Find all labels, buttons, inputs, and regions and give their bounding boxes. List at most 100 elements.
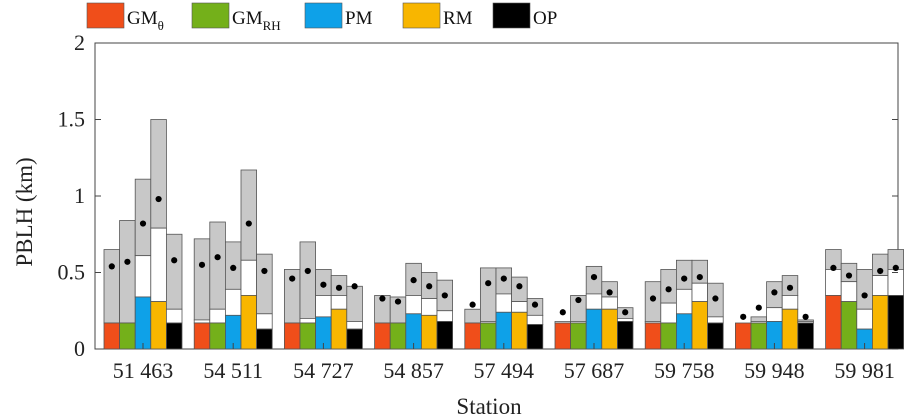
mean-dot [198, 261, 206, 268]
iqr-upper-box [346, 285, 363, 322]
y-tick-label: 2 [74, 30, 85, 55]
iqr-lower-box [299, 317, 317, 324]
mean-dot [426, 283, 433, 290]
mean-dot [771, 289, 778, 296]
bar [750, 322, 768, 350]
legend: GMθ GMRH PM RM OP [86, 2, 557, 33]
iqr-lower-box [240, 259, 258, 296]
iqr-upper-box [464, 308, 481, 324]
bar [570, 322, 587, 350]
y-axis-title: PBLH (km) [12, 157, 37, 266]
iqr-lower-box [150, 227, 167, 302]
iqr-upper-box [103, 249, 121, 324]
mean-dot [755, 304, 762, 311]
legend-subscript: RH [263, 18, 281, 33]
mean-dot [335, 284, 343, 291]
iqr-lower-box [511, 301, 528, 313]
mean-dot [304, 267, 311, 275]
x-tick-label: 59 981 [834, 358, 895, 383]
x-axis: 51 463 54 511 54 727 54 857 57 494 57 687 59 7… [113, 343, 895, 383]
mean-dot [155, 195, 162, 203]
mean-dot [171, 257, 178, 264]
mean-dot [441, 292, 448, 299]
mean-dot [877, 267, 884, 275]
y-tick-label: 1 [74, 183, 85, 208]
iqr-upper-box [299, 241, 317, 319]
x-tick-label: 54 727 [293, 358, 354, 383]
bar [840, 301, 858, 350]
y-axis: 0 0.5 1 1.5 2 [58, 30, 898, 361]
iqr-lower-box [872, 275, 889, 296]
bar [691, 301, 709, 350]
x-tick-label: 59 948 [744, 358, 805, 383]
iqr-lower-box [224, 288, 242, 316]
iqr-upper-box [119, 220, 136, 324]
x-tick-label: 59 758 [654, 358, 715, 383]
mean-dot [802, 313, 809, 320]
legend-swatch [492, 2, 531, 29]
iqr-lower-box [601, 296, 618, 310]
bar [825, 295, 842, 350]
mean-dot [289, 275, 296, 282]
mean-dot [469, 301, 476, 308]
legend-label: PM [345, 8, 373, 29]
iqr-lower-box [420, 298, 438, 316]
bar [193, 322, 211, 350]
iqr-upper-box [240, 169, 258, 261]
bar [436, 321, 454, 350]
iqr-upper-box [676, 259, 693, 290]
iqr-lower-box [617, 317, 634, 322]
iqr-upper-box [209, 221, 226, 310]
legend-label: GMθ [127, 8, 164, 33]
bar [330, 308, 348, 350]
iqr-upper-box [193, 238, 211, 321]
mean-dot [410, 277, 417, 284]
iqr-lower-box [766, 307, 783, 322]
mean-dot [124, 258, 131, 265]
bar [511, 311, 528, 350]
mean-dot [351, 283, 358, 290]
y-tick-label: 1.5 [58, 107, 86, 132]
bar [781, 308, 799, 350]
bar [256, 328, 273, 350]
mean-dot [861, 292, 868, 299]
bar [660, 322, 677, 350]
iqr-lower-box [707, 316, 724, 324]
iqr-lower-box [209, 308, 226, 324]
legend-swatch [402, 2, 441, 29]
bar [103, 322, 121, 350]
bar [479, 322, 497, 350]
bar [601, 308, 618, 350]
legend-label: RM [443, 8, 473, 29]
mean-dot [575, 296, 582, 304]
mean-dot [245, 220, 252, 227]
legend-swatch [191, 2, 230, 29]
iqr-upper-box [750, 316, 768, 322]
iqr-lower-box [256, 313, 273, 330]
bar [119, 322, 136, 350]
mean-dot [786, 284, 794, 291]
mean-dot [712, 295, 719, 302]
bar [150, 301, 167, 350]
mean-dot [214, 254, 221, 261]
mean-dot [892, 264, 899, 272]
mean-dot [665, 286, 672, 293]
iqr-lower-box [495, 293, 513, 313]
mean-dot [830, 264, 837, 272]
iqr-lower-box [585, 293, 603, 310]
iqr-lower-box [405, 295, 422, 315]
mean-dot [740, 313, 747, 320]
mean-dot [590, 273, 598, 281]
iqr-upper-box [165, 233, 183, 310]
legend-subscript: θ [158, 18, 164, 33]
mean-dot [485, 280, 492, 287]
mean-dot [681, 275, 688, 282]
iqr-upper-box [134, 178, 152, 257]
bar [299, 322, 317, 350]
mean-dot [320, 281, 327, 288]
x-tick-label: 57 494 [474, 358, 535, 383]
iqr-upper-box [856, 269, 873, 310]
bar [346, 328, 363, 350]
iqr-lower-box [781, 295, 799, 310]
iqr-lower-box [165, 308, 183, 324]
